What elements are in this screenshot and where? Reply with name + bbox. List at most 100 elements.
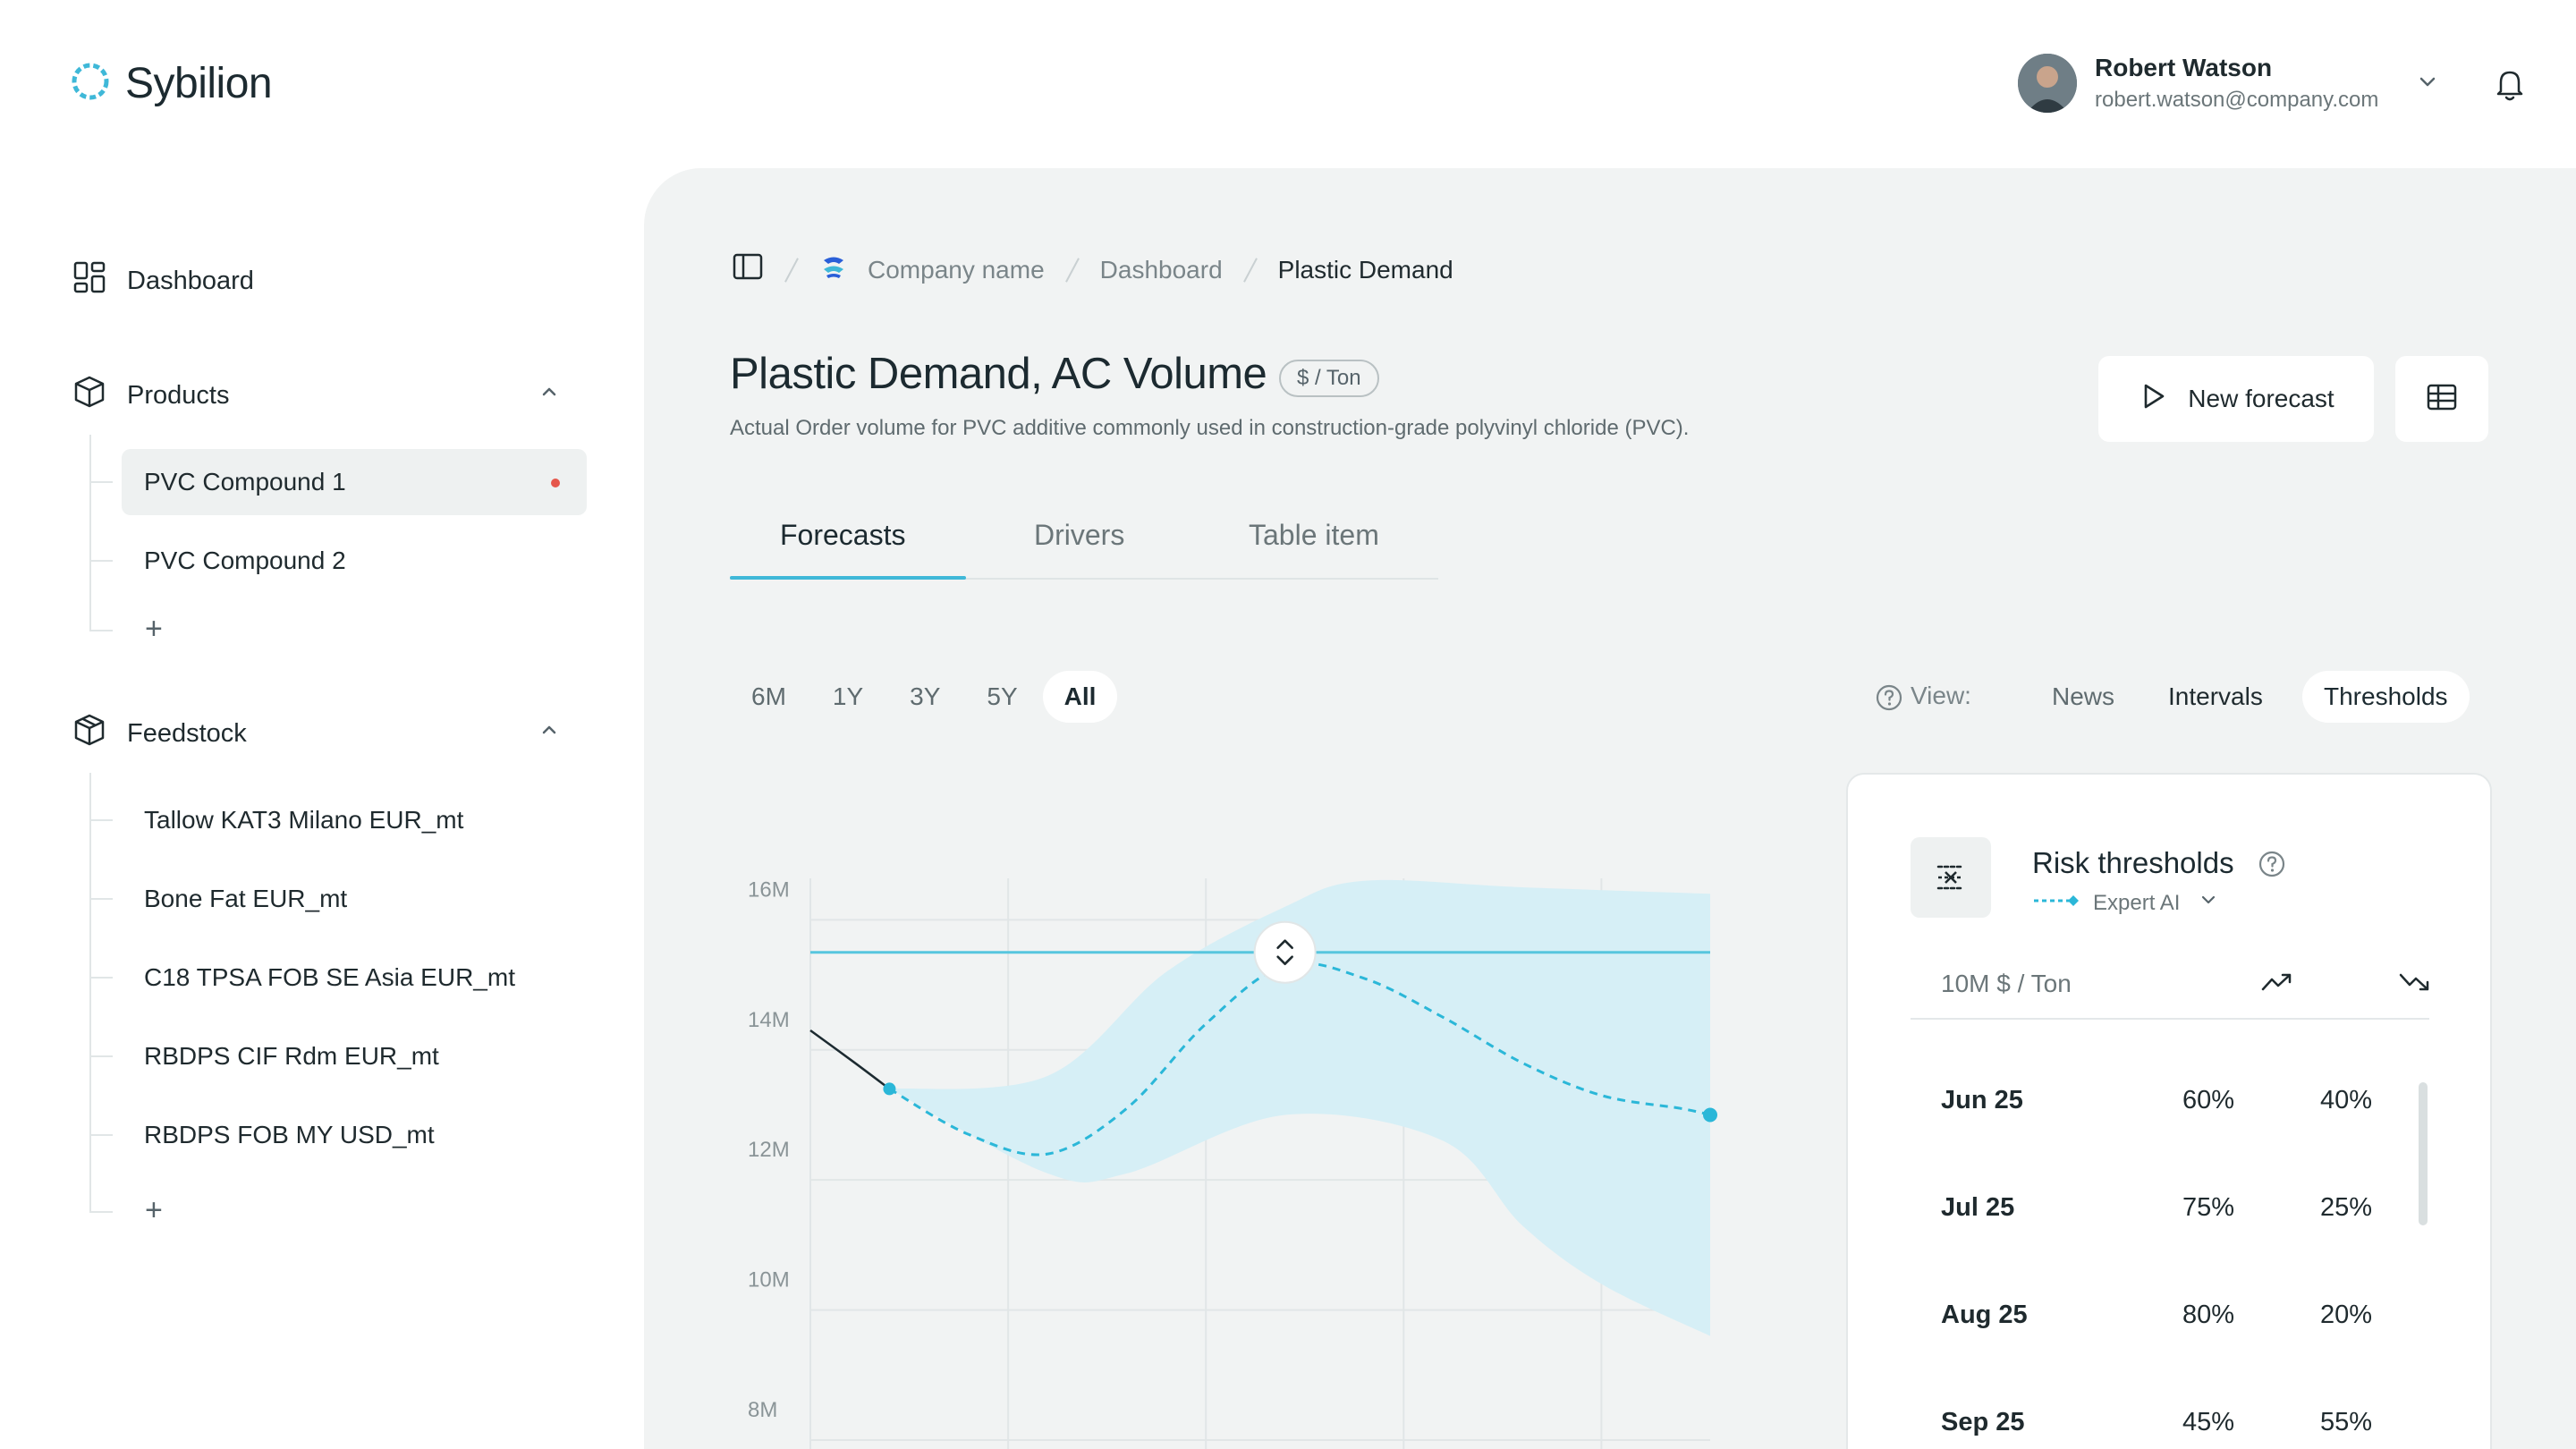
avatar [2018, 54, 2077, 113]
threshold-drag-handle[interactable] [1253, 920, 1317, 984]
row-up-probability: 80% [2182, 1301, 2235, 1329]
sidebar-item-feedstock[interactable]: RBDPS FOB MY USD_mt [122, 1102, 587, 1168]
row-up-probability: 75% [2182, 1193, 2235, 1222]
sidebar-section-feedstock[interactable]: Feedstock [72, 712, 247, 755]
row-up-probability: 60% [2182, 1086, 2235, 1114]
row-down-probability: 55% [2320, 1408, 2373, 1436]
view-thresholds[interactable]: Thresholds [2302, 671, 2470, 723]
chevron-up-icon[interactable] [537, 717, 562, 747]
range-all[interactable]: All [1042, 671, 1118, 723]
sidebar-item-feedstock[interactable]: Tallow KAT3 Milano EUR_mt [122, 787, 587, 853]
company-logo-icon [819, 252, 848, 287]
view-label: View: [1911, 682, 1971, 709]
logo-icon [68, 59, 113, 108]
dashboard-icon [72, 259, 107, 302]
row-down-probability: 25% [2320, 1193, 2373, 1222]
risk-thresholds-card: Risk thresholds Expert AI 10M $ / Ton Ju… [1846, 773, 2492, 1449]
help-icon[interactable] [1875, 683, 1903, 716]
tree-branch [89, 1055, 113, 1057]
chevron-down-icon[interactable] [2415, 70, 2440, 99]
cube-icon [72, 712, 107, 755]
tree-branch [89, 1211, 113, 1213]
sidebar-section-label: Products [127, 380, 230, 410]
add-product-button[interactable]: + [145, 612, 163, 646]
user-name: Robert Watson [2095, 54, 2273, 81]
page-title: Plastic Demand, AC Volume [730, 350, 1267, 398]
sidebar-item-label: Bone Fat EUR_mt [144, 885, 348, 912]
tab-table-item[interactable]: Table item [1249, 519, 1379, 551]
view-intervals[interactable]: Intervals [2168, 682, 2263, 710]
drag-handle-circle [1253, 920, 1317, 984]
forecast-chart: 16M 14M 12M 10M 8M [748, 877, 1717, 1449]
sidebar-item-label: Dashboard [127, 266, 254, 295]
history-line [809, 1029, 891, 1090]
breadcrumb-company[interactable]: Company name [868, 255, 1045, 284]
row-down-probability: 20% [2320, 1301, 2373, 1329]
chevron-up-icon[interactable] [537, 379, 562, 409]
user-menu[interactable]: Robert Watson robert.watson@company.com [2018, 54, 2378, 113]
help-icon[interactable] [2258, 850, 2286, 883]
page-subtitle: Actual Order volume for PVC additive com… [730, 416, 1690, 440]
sidebar-item-feedstock[interactable]: C18 TPSA FOB SE Asia EUR_mt [122, 945, 587, 1011]
sidebar-item-label: RBDPS CIF Rdm EUR_mt [144, 1042, 439, 1070]
sidebar-item-pvc-compound-1[interactable]: PVC Compound 1 [122, 449, 587, 515]
tree-branch [89, 819, 113, 821]
confidence-band [889, 879, 1710, 1336]
y-tick-label: 14M [748, 1008, 790, 1032]
sidebar-item-feedstock[interactable]: RBDPS CIF Rdm EUR_mt [122, 1023, 587, 1089]
trend-down-icon [2397, 968, 2433, 1001]
box-icon [72, 374, 107, 417]
tree-branch [89, 1134, 113, 1136]
app-logo[interactable]: Sybilion [68, 59, 273, 108]
forecast-start-point [883, 1082, 896, 1096]
card-title: Risk thresholds [2032, 846, 2234, 879]
y-tick-label: 16M [748, 877, 790, 902]
range-5y[interactable]: 5Y [987, 682, 1018, 710]
row-down-probability: 40% [2320, 1086, 2373, 1114]
sidebar-item-dashboard[interactable]: Dashboard [72, 259, 254, 302]
play-icon [2138, 381, 2168, 418]
tab-bar: Forecasts Drivers Table item [730, 512, 1438, 580]
status-dot [551, 479, 560, 487]
tab-forecasts[interactable]: Forecasts [780, 519, 906, 551]
new-forecast-button[interactable]: New forecast [2098, 356, 2374, 442]
sidebar-item-label: PVC Compound 1 [144, 468, 346, 496]
add-feedstock-button[interactable]: + [145, 1193, 163, 1227]
user-email: robert.watson@company.com [2095, 88, 2379, 112]
model-selector[interactable]: Expert AI [2032, 889, 2219, 917]
range-3y[interactable]: 3Y [910, 682, 941, 710]
expand-vertical-icon [1276, 939, 1293, 966]
sidebar-item-label: PVC Compound 2 [144, 547, 346, 574]
sidebar-section-products[interactable]: Products [72, 374, 229, 417]
scrollbar[interactable] [2419, 1082, 2428, 1225]
tree-branch [89, 560, 113, 562]
model-label: Expert AI [2093, 890, 2181, 915]
sidebar-item-label: Tallow KAT3 Milano EUR_mt [144, 806, 464, 834]
sidebar-item-label: C18 TPSA FOB SE Asia EUR_mt [144, 963, 515, 991]
row-month: Sep 25 [1941, 1408, 2025, 1436]
range-1y[interactable]: 1Y [832, 682, 864, 710]
row-month: Aug 25 [1941, 1301, 2028, 1329]
tree-line [89, 773, 91, 1213]
table-header: 10M $ / Ton [1911, 945, 2429, 1020]
sidebar-item-pvc-compound-2[interactable]: PVC Compound 2 [122, 528, 587, 594]
tab-active-indicator [730, 576, 966, 580]
tab-drivers[interactable]: Drivers [1034, 519, 1125, 551]
unit-badge: $ / Ton [1279, 360, 1379, 397]
threshold-icon [1911, 837, 1991, 918]
table-view-button[interactable] [2395, 356, 2488, 442]
dashed-line-icon [2032, 891, 2082, 916]
bell-icon[interactable] [2490, 64, 2529, 108]
row-month: Jun 25 [1941, 1086, 2023, 1114]
breadcrumb-current: Plastic Demand [1277, 255, 1453, 284]
sidebar-section-label: Feedstock [127, 718, 247, 748]
y-tick-label: 12M [748, 1138, 790, 1162]
sidebar-toggle-icon[interactable] [732, 250, 764, 289]
view-news[interactable]: News [2052, 682, 2115, 710]
range-6m[interactable]: 6M [751, 682, 786, 710]
breadcrumb: Company name Dashboard Plastic Demand [732, 250, 1453, 289]
trend-up-icon [2259, 968, 2295, 1001]
breadcrumb-separator [1064, 257, 1080, 283]
breadcrumb-dashboard[interactable]: Dashboard [1099, 255, 1223, 284]
sidebar-item-feedstock[interactable]: Bone Fat EUR_mt [122, 866, 587, 932]
